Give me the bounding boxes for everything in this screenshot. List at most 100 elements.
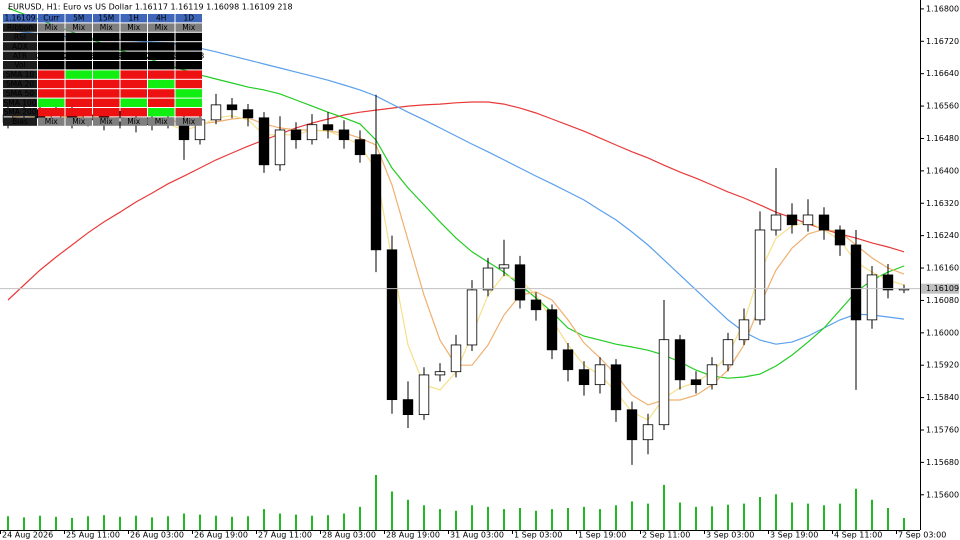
panel-row-label-cell — [3, 79, 37, 89]
volume-bar — [855, 488, 857, 530]
panel-cell — [93, 23, 120, 32]
candle-body — [770, 214, 782, 231]
y-tick-label: 1.15840 — [926, 393, 959, 402]
panel-signal-cell — [175, 89, 202, 98]
volume-bar — [167, 516, 169, 530]
panel-signal-cell — [93, 98, 120, 107]
panel-row-label: ATR — [13, 51, 27, 60]
panel-row-label-cell — [3, 23, 37, 32]
panel-signal-cell — [38, 108, 65, 117]
candle-body — [578, 369, 590, 386]
candle-body — [242, 109, 254, 119]
candle-body — [882, 274, 894, 291]
candle-body — [610, 364, 622, 411]
panel-row-label: SMA 50 — [6, 89, 35, 98]
candle-body — [402, 399, 414, 416]
candle-body — [466, 289, 478, 346]
y-tick-label: 1.16160 — [926, 264, 959, 273]
last-price-label: 1.16109 — [926, 284, 959, 293]
y-tick-label: 1.16480 — [926, 134, 959, 143]
x-tick-label: 1 Sep 03:00 — [514, 531, 562, 540]
candle-body — [658, 339, 670, 426]
panel-cell-text: Mix — [72, 23, 86, 32]
x-tick-label: 7 Sep 03:00 — [898, 531, 946, 540]
panel-cell-text: Mix — [127, 23, 141, 32]
x-tick-label: 27 Aug 11:00 — [258, 531, 312, 540]
candle-body — [594, 364, 606, 386]
panel-cell — [120, 23, 147, 32]
x-tick-label: 28 Aug 03:00 — [322, 531, 376, 540]
candle-body — [306, 124, 318, 141]
volume-bar — [775, 494, 777, 530]
panel-cell-text: Mix — [155, 117, 169, 126]
panel-row-label: ADX — [12, 42, 28, 51]
panel-cell-text: Mix — [100, 23, 114, 32]
panel-row-label: Vol — [14, 61, 25, 70]
volume-bar — [7, 516, 9, 530]
panel-cell-text: 218 — [127, 61, 142, 70]
volume-bar — [359, 506, 361, 530]
y-tick-label: 1.16640 — [926, 69, 959, 78]
candle-body — [210, 104, 222, 121]
volume-bar — [23, 517, 25, 530]
candle-body — [674, 339, 686, 381]
x-tick-label: 25 Aug 11:00 — [66, 531, 120, 540]
panel-signal-cell — [65, 108, 92, 117]
panel-signal-cell — [175, 98, 202, 107]
volume-bar — [807, 503, 809, 530]
volume-bar — [743, 503, 745, 530]
y-tick-label: 1.16320 — [926, 199, 959, 208]
candle-body — [738, 319, 750, 341]
x-tick-label: 3 Sep 19:00 — [770, 531, 818, 540]
panel-header-cell — [175, 14, 202, 23]
panel-header-text: 4H — [156, 14, 166, 23]
panel-cell — [120, 51, 147, 60]
volume-bar — [295, 514, 297, 530]
panel-row-label: SMA 20 — [6, 80, 35, 89]
panel-cell — [120, 61, 147, 70]
panel-signal-cell — [148, 79, 175, 89]
x-tick-label: 28 Aug 19:00 — [386, 531, 440, 540]
volume-bar — [583, 506, 585, 530]
panel-row-label: SMA 200 — [3, 108, 36, 117]
candle-body — [370, 154, 382, 251]
panel-cell — [148, 32, 175, 42]
panel-signal-cell — [120, 98, 147, 107]
volume-bar — [327, 515, 329, 530]
panel-signal-cell — [148, 89, 175, 98]
volume-bar — [247, 516, 249, 530]
panel-cell — [120, 42, 147, 51]
panel-cell — [93, 42, 120, 51]
panel-cell — [65, 117, 92, 126]
panel-cell-text: Mix — [127, 117, 141, 126]
panel-header-text: 5M — [73, 14, 84, 23]
volume-bar — [535, 510, 537, 530]
candle-body — [498, 264, 510, 269]
volume-bar — [119, 516, 121, 530]
panel-cell-text: 0.00028 — [91, 51, 122, 60]
panel-cell-text: 46.5 — [125, 33, 142, 42]
candle-body — [274, 129, 286, 166]
last-price-box — [921, 283, 959, 294]
panel-signal-cell — [148, 98, 175, 107]
panel-signal-cell — [175, 108, 202, 117]
volume-bar — [791, 502, 793, 530]
y-tick-label: 1.15600 — [926, 490, 959, 499]
volume-bar — [151, 517, 153, 530]
panel-header-cell — [38, 14, 65, 23]
candle-body — [626, 409, 638, 441]
candle-body — [690, 379, 702, 386]
panel-cell-text: Mix — [72, 117, 86, 126]
volume-bar — [871, 499, 873, 530]
panel-cell — [38, 32, 65, 42]
panel-signal-cell — [65, 79, 92, 89]
panel-cell — [93, 32, 120, 42]
panel-signal-cell — [93, 70, 120, 79]
panel-signal-cell — [120, 108, 147, 117]
candle-body — [450, 344, 462, 373]
volume-bar — [391, 491, 393, 530]
x-tick-label: 31 Aug 03:00 — [450, 531, 504, 540]
volume-bar — [503, 509, 505, 530]
panel-row-label-cell — [3, 108, 37, 117]
